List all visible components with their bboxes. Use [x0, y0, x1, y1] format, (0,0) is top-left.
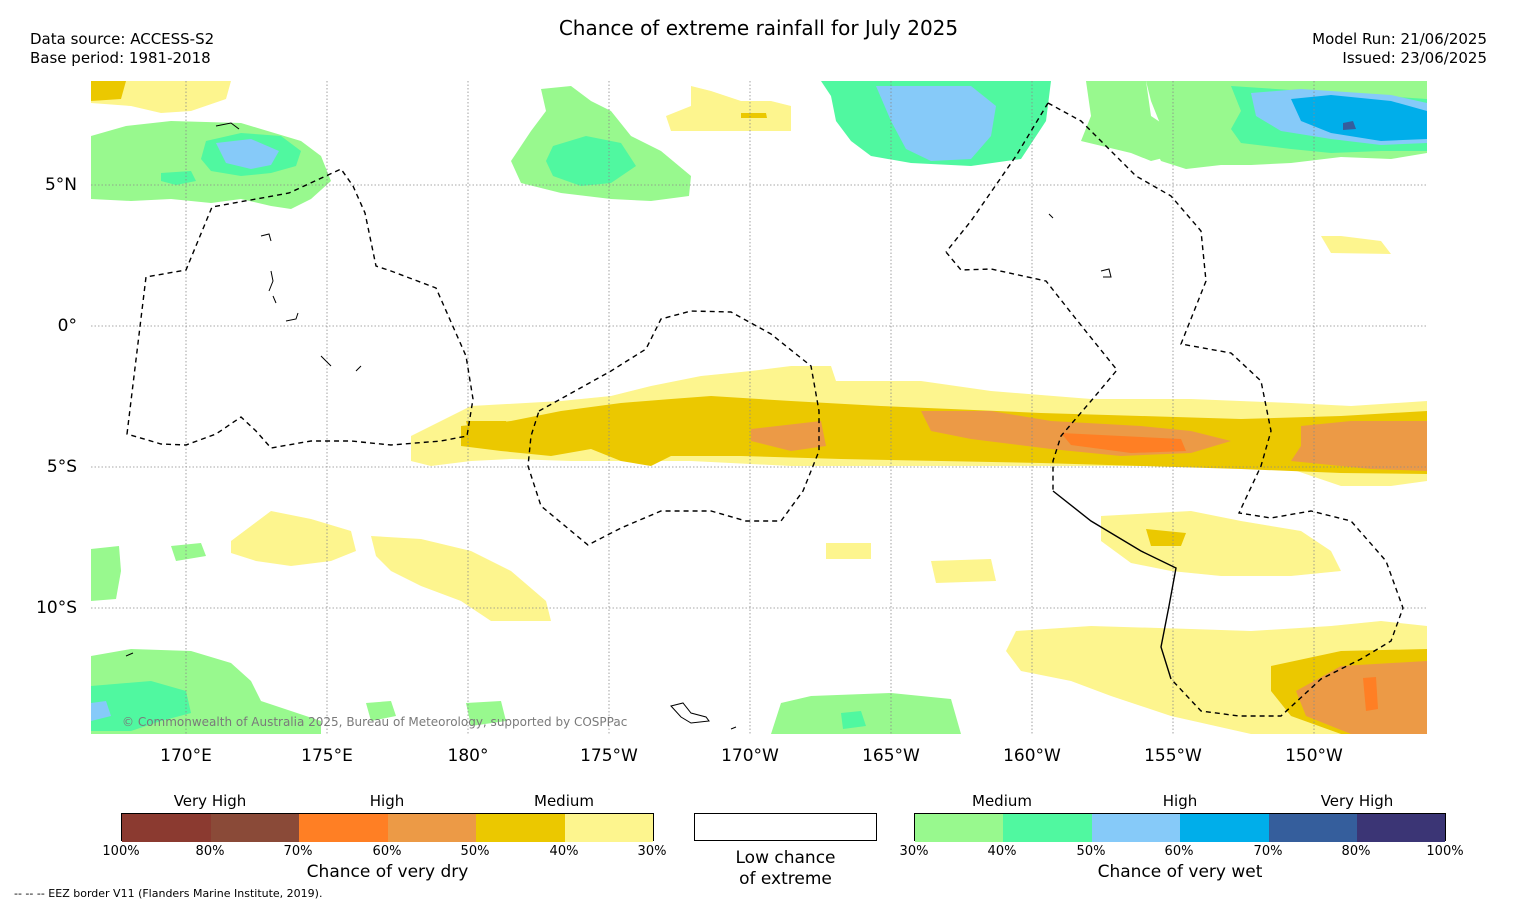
wet-swatch-3 — [1092, 814, 1180, 842]
dry-cat-very-high: Very High — [173, 792, 247, 810]
boundary-line — [1052, 490, 1177, 680]
lon-label-150w: 150°W — [1285, 746, 1343, 766]
wet-tick: 80% — [1341, 844, 1371, 859]
dry-legend-label: Chance of very dry — [306, 862, 469, 882]
dry-swatch-6 — [565, 814, 653, 842]
eez-note: -- -- -- EEZ border V11 (Flanders Marine… — [14, 887, 323, 900]
model-run: Model Run: 21/06/2025 — [1312, 30, 1487, 48]
base-period: Base period: 1981-2018 — [30, 49, 211, 67]
wet-swatch-6 — [1357, 814, 1445, 842]
neutral-label-line1: Low chance — [735, 848, 836, 868]
eez-borders — [126, 102, 1404, 717]
wet-cat-medium: Medium — [972, 792, 1032, 810]
lat-label-10s: 10°S — [36, 598, 77, 618]
wet-swatch-4 — [1180, 814, 1269, 842]
lat-label-5s: 5°S — [46, 457, 77, 477]
dry-swatch-5 — [476, 814, 565, 842]
dry-cat-high: High — [369, 792, 405, 810]
dry-colorbar — [121, 813, 654, 842]
gridlines — [91, 81, 1427, 734]
wet-legend-label: Chance of very wet — [1097, 862, 1263, 882]
dry-swatch-3 — [299, 814, 388, 842]
wet-swatch-2 — [1003, 814, 1092, 842]
neutral-label-line2: of extreme — [739, 869, 832, 889]
lon-label-160w: 160°W — [1003, 746, 1061, 766]
dry-swatch-1 — [122, 814, 211, 842]
lon-label-155w: 155°W — [1144, 746, 1202, 766]
rainfall-map — [91, 81, 1427, 734]
lon-label-175w: 175°W — [580, 746, 638, 766]
dry-cat-medium: Medium — [534, 792, 594, 810]
wet-tick: 70% — [1253, 844, 1283, 859]
islands — [125, 122, 1112, 730]
wet-tick: 50% — [1076, 844, 1106, 859]
copyright-credit: © Commonwealth of Australia 2025, Bureau… — [122, 715, 628, 729]
data-source: Data source: ACCESS-S2 — [30, 30, 215, 48]
dry-tick: 100% — [102, 844, 140, 859]
wet-tick: 60% — [1164, 844, 1194, 859]
lon-label-170e: 170°E — [160, 746, 212, 766]
wet-tick: 100% — [1426, 844, 1464, 859]
dry-tick: 60% — [372, 844, 402, 859]
map-title: Chance of extreme rainfall for July 2025 — [558, 16, 959, 40]
dry-tick: 80% — [195, 844, 225, 859]
wet-tick: 30% — [899, 844, 929, 859]
dry-swatch-2 — [211, 814, 299, 842]
wet-swatch-5 — [1269, 814, 1357, 842]
dry-tick: 70% — [283, 844, 313, 859]
lon-label-170w: 170°W — [721, 746, 779, 766]
wet-cat-very-high: Very High — [1320, 792, 1394, 810]
lon-label-180: 180° — [447, 746, 489, 766]
dry-tick: 50% — [460, 844, 490, 859]
dry-regions — [91, 81, 1427, 734]
wet-cat-high: High — [1162, 792, 1198, 810]
issued-date: Issued: 23/06/2025 — [1342, 49, 1487, 67]
lon-label-165w: 165°W — [862, 746, 920, 766]
run-info: Model Run: 21/06/2025 Issued: 23/06/2025 — [1312, 30, 1487, 68]
neutral-legend-label: Low chance of extreme — [694, 848, 877, 890]
neutral-swatch — [694, 813, 877, 841]
wet-swatch-1 — [915, 814, 1003, 842]
lat-label-5n: 5°N — [44, 175, 77, 195]
dry-tick: 40% — [549, 844, 579, 859]
wet-colorbar — [914, 813, 1446, 842]
dry-tick: 30% — [637, 844, 667, 859]
dry-swatch-4 — [388, 814, 476, 842]
wet-tick: 40% — [987, 844, 1017, 859]
lat-label-0: 0° — [57, 316, 77, 336]
lon-label-175e: 175°E — [301, 746, 353, 766]
source-info: Data source: ACCESS-S2 Base period: 1981… — [30, 30, 214, 68]
wet-regions — [91, 81, 1427, 734]
